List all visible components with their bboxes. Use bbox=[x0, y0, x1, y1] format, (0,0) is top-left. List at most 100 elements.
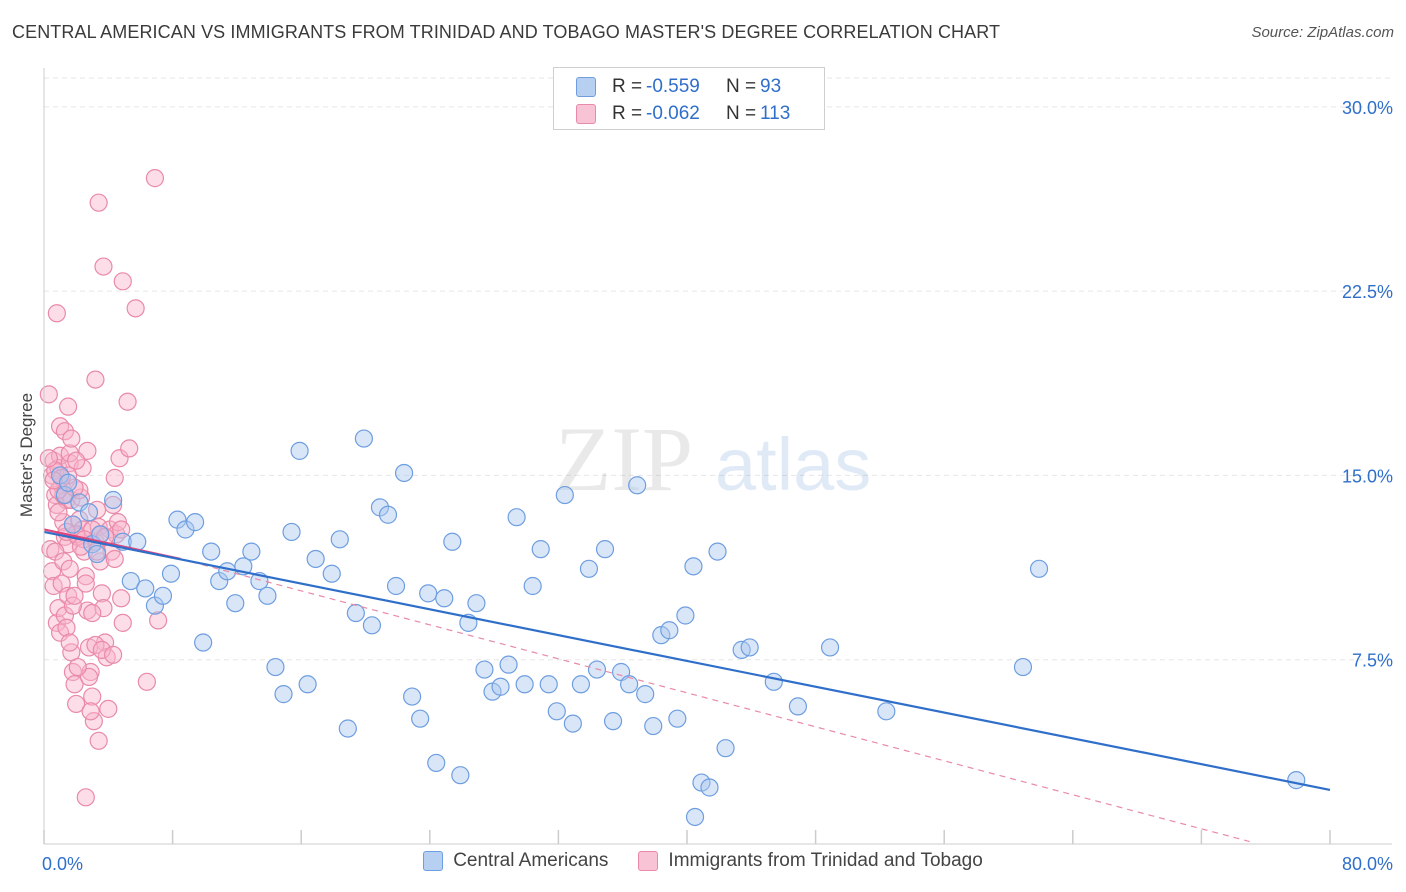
pink-point bbox=[126, 299, 145, 318]
source-label: Source: ZipAtlas.com bbox=[1251, 24, 1394, 41]
blue-point bbox=[274, 685, 293, 704]
blue-point bbox=[539, 675, 558, 694]
series-blue-points bbox=[50, 429, 1306, 827]
pink-point bbox=[94, 257, 113, 276]
pink-point bbox=[39, 385, 58, 404]
pink-point bbox=[65, 675, 84, 694]
blue-point bbox=[282, 522, 301, 542]
pink-point bbox=[83, 687, 102, 706]
pink-point bbox=[65, 586, 84, 605]
blue-point bbox=[708, 542, 727, 561]
pink-point bbox=[105, 549, 124, 569]
blue-point bbox=[443, 532, 462, 551]
blue-point bbox=[1013, 657, 1033, 677]
blue-point bbox=[467, 594, 486, 613]
blue-point bbox=[202, 542, 221, 561]
blue-point bbox=[475, 660, 494, 679]
n-label: N = bbox=[726, 76, 757, 97]
blue-point bbox=[820, 638, 840, 657]
blue-point bbox=[419, 584, 438, 603]
blue-point bbox=[354, 429, 373, 448]
blue-point bbox=[322, 564, 341, 583]
pink-point bbox=[76, 788, 95, 807]
pink-point bbox=[68, 657, 87, 677]
blue-point bbox=[499, 655, 518, 674]
pink-point bbox=[60, 559, 79, 578]
x-tick-label: 80.0% bbox=[1342, 854, 1393, 874]
blue-point bbox=[153, 586, 173, 605]
watermark: ZIP atlas bbox=[555, 408, 871, 510]
y-tick-label: 15.0% bbox=[1342, 466, 1393, 486]
n-label: N = bbox=[726, 103, 757, 124]
blue-point bbox=[644, 716, 663, 736]
blue-point bbox=[242, 542, 261, 561]
blue-point bbox=[563, 714, 582, 733]
chart-title: CENTRAL AMERICAN VS IMMIGRANTS FROM TRIN… bbox=[12, 22, 1001, 42]
pink-point bbox=[99, 699, 118, 718]
blue-point bbox=[87, 544, 107, 564]
stats-row-pink: R = -0.062 N = 113 bbox=[576, 101, 790, 127]
blue-point bbox=[716, 739, 735, 758]
pink-point bbox=[137, 672, 156, 691]
pink-point bbox=[86, 370, 105, 389]
pink-n-value: 113 bbox=[760, 103, 791, 124]
pink-point bbox=[83, 603, 102, 623]
trend-lines bbox=[43, 528, 1331, 843]
blue-point bbox=[176, 520, 195, 539]
blue-point bbox=[79, 503, 99, 522]
blue-swatch bbox=[576, 77, 596, 97]
pink-point bbox=[59, 586, 78, 605]
pink-point bbox=[59, 397, 78, 416]
pink-point bbox=[92, 584, 111, 603]
pink-point bbox=[47, 304, 66, 323]
blue-point bbox=[676, 606, 695, 625]
blue-point bbox=[362, 616, 382, 635]
pink-point bbox=[60, 633, 79, 652]
blue-trend-line bbox=[43, 530, 1331, 792]
legend-pink-swatch bbox=[638, 851, 659, 871]
blue-point bbox=[877, 702, 896, 721]
blue-point bbox=[411, 709, 430, 728]
blue-point bbox=[194, 633, 213, 652]
pink-point bbox=[89, 193, 108, 212]
blue-point bbox=[306, 549, 325, 569]
blue-point bbox=[330, 530, 349, 549]
pink-point bbox=[118, 392, 137, 411]
blue-point bbox=[579, 559, 599, 578]
pink-point bbox=[120, 439, 139, 458]
blue-point bbox=[59, 473, 78, 492]
blue-point bbox=[104, 490, 123, 510]
blue-point bbox=[298, 675, 317, 694]
pink-point bbox=[92, 640, 111, 659]
bottom-legend: Central Americans Immigrants from Trinid… bbox=[0, 850, 1406, 872]
blue-point bbox=[1029, 559, 1049, 578]
legend-blue-swatch bbox=[423, 851, 444, 871]
blue-point bbox=[290, 441, 309, 460]
legend-item-central-americans[interactable]: Central Americans bbox=[423, 850, 608, 872]
blue-point bbox=[1287, 771, 1306, 790]
x-tick-label: 0.0% bbox=[42, 854, 83, 874]
pink-point bbox=[104, 495, 123, 515]
pink-point bbox=[49, 599, 68, 618]
blue-point bbox=[258, 586, 277, 605]
r-label: R = bbox=[612, 103, 643, 124]
blue-point bbox=[628, 476, 647, 495]
pink-point bbox=[76, 574, 95, 593]
blue-point bbox=[491, 677, 510, 696]
legend-pink-label: Immigrants from Trinidad and Tobago bbox=[668, 850, 983, 871]
pink-point bbox=[89, 731, 108, 750]
blue-point bbox=[63, 515, 83, 534]
pink-trend-dashed bbox=[180, 558, 1250, 843]
y-tick-label: 30.0% bbox=[1342, 98, 1393, 118]
blue-point bbox=[668, 709, 687, 728]
blue-point bbox=[547, 702, 566, 721]
blue-r-value: -0.559 bbox=[646, 76, 700, 97]
y-tick-label: 22.5% bbox=[1342, 282, 1393, 302]
stats-legend: R = -0.559 N = 93 R = -0.062 N = 113 bbox=[553, 67, 825, 130]
pink-point bbox=[84, 712, 103, 731]
legend-item-trinidad-tobago[interactable]: Immigrants from Trinidad and Tobago bbox=[638, 850, 983, 872]
blue-point bbox=[186, 513, 205, 532]
pink-point bbox=[105, 468, 124, 487]
y-tick-label: 7.5% bbox=[1352, 651, 1393, 671]
pink-point bbox=[73, 458, 92, 478]
